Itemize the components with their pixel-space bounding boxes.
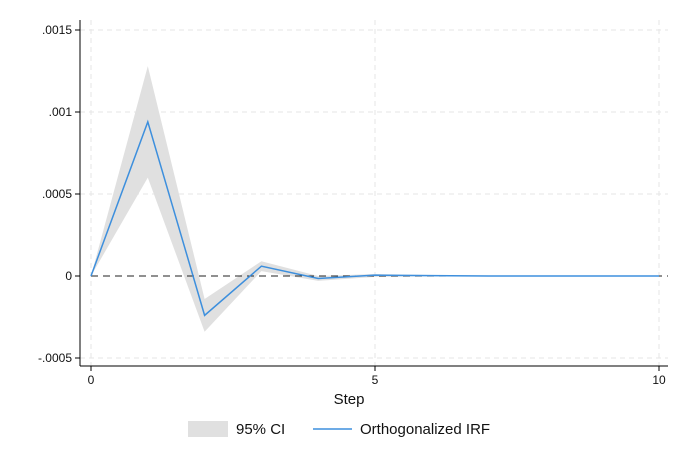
irf-line — [90, 119, 659, 317]
ci-band — [91, 66, 659, 332]
y-tick-labels: -.0005 0 .0005 .001 .0015 — [38, 23, 72, 365]
y-tick-label-0: -.0005 — [38, 351, 72, 365]
legend-swatch-ci — [188, 421, 228, 437]
legend: 95% CI Orthogonalized IRF — [188, 421, 490, 438]
x-axis-title: Step — [334, 391, 365, 408]
x-tick-label-0: 0 — [88, 373, 95, 387]
irf-line-layer — [90, 119, 659, 317]
axes — [75, 20, 668, 371]
x-tick-label-2: 10 — [652, 373, 666, 387]
y-tick-label-4: .0015 — [42, 23, 72, 37]
y-tick-label-3: .001 — [49, 105, 73, 119]
legend-label-ci: 95% CI — [236, 421, 285, 438]
y-tick-label-2: .0005 — [42, 187, 72, 201]
gridlines — [80, 20, 668, 366]
legend-label-irf: Orthogonalized IRF — [360, 421, 490, 438]
ci-band-layer — [91, 66, 659, 332]
y-tick-label-1: 0 — [65, 269, 72, 283]
x-tick-label-1: 5 — [372, 373, 379, 387]
x-tick-labels: 0 5 10 — [88, 373, 666, 387]
